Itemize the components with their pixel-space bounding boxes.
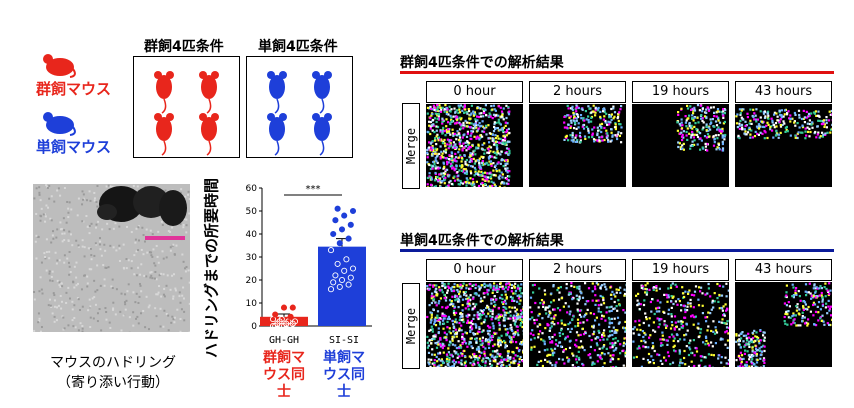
single-panel-43h [735,282,832,367]
huddling-time-chart: 0 10 20 30 40 50 60 *** [246,184,372,332]
data-point [338,276,346,284]
group-cage-mice-icon [154,71,219,156]
single-time-0: 0 hour [426,259,523,281]
group-panel-2h [529,104,626,187]
data-point [330,230,337,238]
data-point [334,205,341,212]
group-analysis-title: 群飼4匹条件での解析結果 [400,55,564,71]
group-panel-43h [735,104,832,187]
data-point [330,279,337,286]
data-point [280,304,288,311]
data-point [287,313,294,320]
huddling-photo [33,184,190,332]
data-point [332,272,339,279]
group-panel-19h [632,104,729,187]
y-tick-label: 10 [246,299,258,309]
single-mouse-label: 単飼マウス [36,138,112,156]
group-merge-label: Merge [404,127,418,165]
photo-caption: マウスのハドリング [50,355,176,371]
data-point [338,226,346,233]
group-analysis-divider [400,71,834,74]
data-point [327,247,335,254]
data-point [347,221,354,228]
bar-GH-GH [260,316,308,326]
group-time-3: 43 hours [735,81,832,103]
group-merge-label-box: Merge [402,103,420,189]
single-cage [246,56,353,158]
photo-caption-sub: （寄り添い行動） [57,375,169,391]
data-point [334,260,341,267]
x-label-group: 群飼マウス同士 [263,350,305,400]
single-panel-19h [632,282,729,367]
x-tick-gh: GH-GH [268,335,300,346]
group-time-0: 0 hour [426,81,523,103]
data-point [336,240,343,247]
single-merge-label-box: Merge [402,283,420,369]
group-cage-title: 群飼4匹条件 [144,39,224,55]
single-merge-label: Merge [404,307,418,345]
data-point [349,265,357,272]
group-time-1: 2 hours [529,81,626,103]
y-tick-label: 30 [246,253,258,263]
data-point [343,256,350,263]
y-axis-label: ハドリングまでの所要時間 [202,177,221,359]
single-cage-title: 単飼4匹条件 [258,39,338,55]
single-time-2: 19 hours [632,259,729,281]
single-cage-mice-icon [267,71,332,156]
data-point [278,316,285,323]
data-point [327,286,335,293]
y-tick-label: 40 [246,230,258,240]
x-label-single: 単飼マウス同士 [323,350,365,400]
single-panel-2h [529,282,626,367]
single-time-1: 2 hours [529,259,626,281]
data-point [341,267,348,274]
group-panel-0h [426,104,523,187]
single-panel-0h [426,282,523,367]
single-time-3: 43 hours [735,259,832,281]
group-time-2: 19 hours [632,81,729,103]
data-point [347,274,354,281]
y-tick-label: 60 [246,184,258,194]
group-mouse-legend-icon [43,54,76,78]
single-analysis-divider [400,249,834,252]
group-mouse-label: 群飼マウス [36,80,112,98]
y-tick-label: 50 [246,207,258,217]
data-point [345,235,352,242]
data-point [341,212,348,219]
x-tick-si: SI-SI [328,335,360,346]
data-point [272,311,279,318]
data-point [291,318,299,325]
error-bar [278,313,290,317]
data-point [349,207,357,215]
group-cage [133,56,240,158]
y-tick-label: 20 [246,276,258,286]
data-point [336,283,343,290]
single-analysis-title: 単飼4匹条件での解析結果 [400,233,564,249]
huddling-mice-image [33,184,190,332]
single-mouse-legend-icon [43,112,76,136]
data-point [332,217,339,224]
data-point [289,304,296,311]
data-point [345,281,352,288]
y-tick-label: 0 [251,322,257,332]
significance-mark: *** [306,184,321,195]
